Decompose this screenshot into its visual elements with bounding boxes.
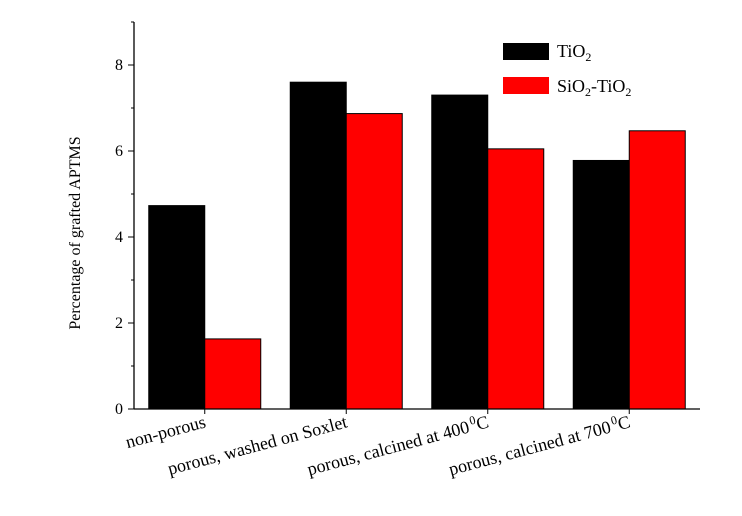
y-tick-label: 2 [115, 315, 123, 332]
bar-sio2-tio2-porous-calcined-at-700 [628, 130, 686, 410]
bar-sio2-tio2-non-porous [204, 338, 262, 410]
y-axis-title: Percentage of grafted APTMS [67, 136, 84, 329]
y-tick-label: 4 [115, 229, 123, 246]
bar-tio2-porous-calcined-at-700 [572, 159, 630, 410]
bars-group [148, 81, 686, 410]
legend-swatch-tio2 [503, 43, 549, 60]
bar-tio2-non-porous [148, 205, 206, 410]
legend-label-tio2: TiO2 [557, 41, 591, 64]
legend-label-sio2-tio2: SiO2-TiO2 [557, 76, 631, 99]
bar-tio2-porous-calcined-at-400 [431, 94, 489, 410]
y-tick-label: 6 [115, 143, 123, 160]
bar-sio2-tio2-porous-washed-on-soxlet [345, 113, 403, 410]
y-tick-label: 8 [115, 57, 123, 74]
legend: TiO2 SiO2-TiO2 [503, 41, 631, 99]
legend-swatch-sio2-tio2 [503, 77, 549, 94]
x-tick-label-non-porous: non-porous [123, 412, 207, 453]
bar-tio2-porous-washed-on-soxlet [289, 81, 347, 410]
y-tick-label: 0 [115, 401, 123, 418]
bar-sio2-tio2-porous-calcined-at-400 [487, 148, 545, 410]
